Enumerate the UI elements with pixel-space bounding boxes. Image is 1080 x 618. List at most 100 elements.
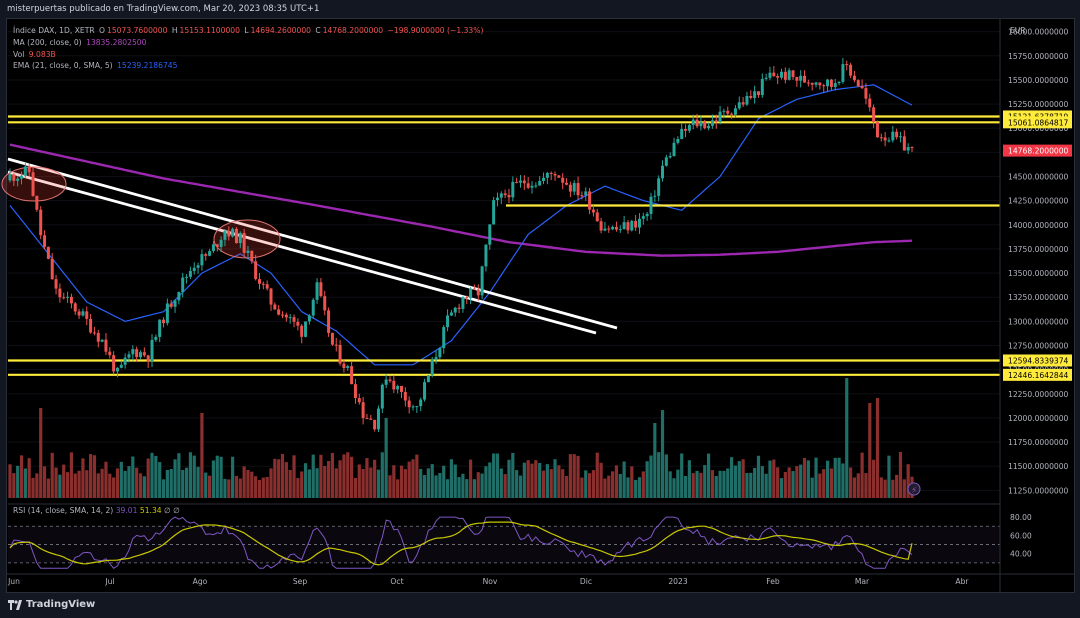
candle-body	[856, 80, 860, 87]
candle-body	[542, 177, 546, 181]
candle-body	[626, 222, 630, 231]
candle-body	[43, 235, 47, 247]
candle-body	[768, 72, 772, 78]
candle-body	[8, 174, 12, 181]
candle-body	[591, 209, 595, 213]
candle-body	[864, 88, 868, 99]
volume-bar	[231, 456, 235, 498]
candle-body	[96, 332, 100, 342]
vol-legend: Vol 9.083B	[13, 50, 58, 59]
candle-body	[446, 315, 450, 328]
candle-body	[538, 180, 542, 186]
volume-bar	[802, 457, 807, 498]
vol-value: 9.083B	[28, 50, 56, 59]
candle-body	[62, 297, 66, 299]
volume-bar	[691, 473, 695, 498]
level-price-label: 15061.0864817	[1008, 118, 1069, 127]
candle-body	[484, 244, 488, 267]
volume-bar	[814, 457, 818, 498]
tradingview-brand[interactable]: TradingView	[8, 599, 95, 610]
volume-bar	[722, 470, 726, 498]
candle-body	[818, 82, 822, 86]
time-tick-label: Sep	[293, 577, 307, 586]
volume-bar	[587, 473, 592, 498]
candle-body	[879, 137, 883, 139]
candle-body	[127, 354, 131, 358]
volume-bar	[12, 473, 16, 498]
price-tick-label: 12250.0000000	[1008, 390, 1069, 399]
rsi-sma-value: 51.34	[139, 506, 162, 515]
volume-bar	[591, 470, 596, 498]
candle-body	[507, 195, 511, 198]
price-tick-label: 13750.0000000	[1008, 245, 1069, 254]
candle-body	[883, 137, 887, 141]
volume-bar	[204, 472, 208, 498]
time-tick-label: Mar	[855, 577, 870, 586]
volume-bar	[538, 462, 542, 498]
volume-bar	[848, 467, 853, 498]
candle-body	[779, 71, 783, 78]
brand-name: TradingView	[26, 599, 96, 610]
volume-bar	[154, 455, 158, 498]
volume-bar	[323, 466, 327, 498]
candle-body	[426, 375, 430, 383]
volume-bar	[484, 466, 488, 498]
volume-bar	[300, 471, 304, 498]
vol-label: Vol	[13, 50, 25, 59]
candle-body	[35, 195, 39, 210]
volume-bar	[829, 468, 833, 498]
candle-body	[887, 140, 891, 142]
rsi-tick-label: 60.00	[1010, 531, 1032, 540]
candle-body	[875, 122, 879, 138]
volume-bar	[895, 474, 899, 498]
candle-body	[261, 283, 265, 285]
volume-bar	[338, 460, 342, 498]
volume-bar	[699, 472, 703, 498]
volume-bar	[58, 474, 62, 498]
candle-body	[691, 119, 695, 125]
volume-bar	[833, 457, 837, 498]
volume-bar	[872, 459, 876, 498]
volume-bar	[369, 467, 373, 498]
rsi-sma-line	[9, 521, 913, 566]
volume-bar	[818, 473, 822, 498]
volume-bar	[131, 456, 135, 498]
volume-bar	[461, 473, 465, 498]
candle-body	[246, 250, 250, 253]
candle-body	[257, 279, 261, 284]
change-value: −198.9000000 (−1.33%)	[387, 26, 484, 35]
volume-bar	[326, 461, 331, 498]
candle-body	[810, 82, 814, 85]
candle-body	[722, 110, 726, 112]
volume-bar	[357, 464, 361, 498]
candle-body	[599, 221, 603, 231]
candle-body	[622, 222, 626, 230]
volume-bar	[580, 477, 584, 498]
volume-bar	[465, 479, 469, 498]
volume-bar	[657, 452, 661, 498]
candle-body	[346, 366, 350, 369]
candle-body	[733, 108, 737, 115]
volume-bar	[515, 470, 519, 498]
candle-body	[860, 86, 864, 89]
candle-body	[645, 213, 649, 217]
volume-bar	[561, 469, 565, 498]
candle-body	[561, 177, 565, 183]
volume-bar	[680, 453, 684, 498]
volume-bar	[392, 465, 396, 498]
volume-bar	[887, 455, 891, 498]
volume-bar	[472, 479, 477, 498]
candle-body	[687, 124, 691, 131]
volume-bar	[852, 477, 857, 498]
volume-bar	[787, 467, 791, 498]
volume-bar	[549, 469, 553, 498]
candle-body	[104, 339, 108, 352]
lightning-icon[interactable]	[907, 482, 921, 496]
volume-bar	[875, 398, 880, 498]
volume-bar	[342, 454, 346, 498]
volume-bar	[480, 473, 484, 498]
candle-body	[142, 352, 146, 356]
volume-bar	[419, 468, 423, 498]
volume-bar	[426, 468, 430, 498]
